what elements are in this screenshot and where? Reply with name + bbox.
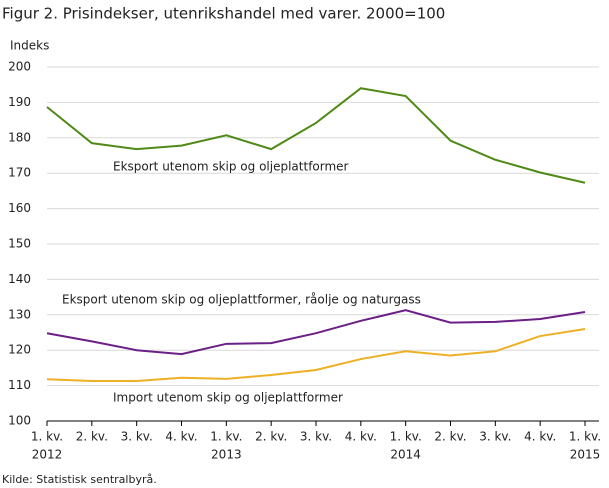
- x-tick-label: 1. kv.: [31, 430, 63, 444]
- x-tick-label: 4. kv.: [165, 430, 197, 444]
- series-line: [46, 87, 586, 184]
- x-tick-label: 2. kv.: [76, 430, 108, 444]
- y-tick-label: 180: [8, 130, 31, 144]
- y-tick-label: 130: [8, 307, 31, 321]
- x-tick-label: 1. kv.: [210, 430, 242, 444]
- y-tick-label: 170: [8, 166, 31, 180]
- y-tick-label: 160: [8, 201, 31, 215]
- x-tick-label: 3. kv.: [121, 430, 153, 444]
- x-tick-label: 4. kv.: [345, 430, 377, 444]
- y-tick-label: 120: [8, 343, 31, 357]
- y-tick-label: 150: [8, 237, 31, 251]
- series-label: Eksport utenom skip og oljeplattformer: [113, 160, 349, 174]
- x-year-label: 2014: [390, 448, 421, 462]
- x-tick-label: 3. kv.: [479, 430, 511, 444]
- x-tick-label: 3. kv.: [300, 430, 332, 444]
- chart-title: Figur 2. Prisindekser, utenrikshandel me…: [2, 5, 445, 23]
- x-year-label: 2015: [570, 448, 601, 462]
- series-line: [46, 327, 586, 382]
- y-tick-label: 100: [8, 414, 31, 428]
- y-tick-label: 200: [8, 60, 31, 74]
- x-year-label: 2013: [211, 448, 242, 462]
- x-tick-label: 2. kv.: [434, 430, 466, 444]
- x-tick-label: 2. kv.: [255, 430, 287, 444]
- y-tick-label: 190: [8, 95, 31, 109]
- source: Kilde: Statistisk sentralbyrå.: [2, 473, 157, 486]
- series-label: Eksport utenom skip og oljeplattformer, …: [62, 293, 421, 307]
- x-tick-label: 1. kv.: [569, 430, 601, 444]
- y-tick-label: 140: [8, 272, 31, 286]
- y-tick-label: 110: [8, 378, 31, 392]
- x-tick-label: 4. kv.: [524, 430, 556, 444]
- x-tick-label: 1. kv.: [390, 430, 422, 444]
- series-label: Import utenom skip og oljeplattformer: [113, 391, 343, 405]
- series-line: [46, 309, 586, 356]
- y-axis-label: Indeks: [10, 39, 49, 53]
- x-year-label: 2012: [32, 448, 63, 462]
